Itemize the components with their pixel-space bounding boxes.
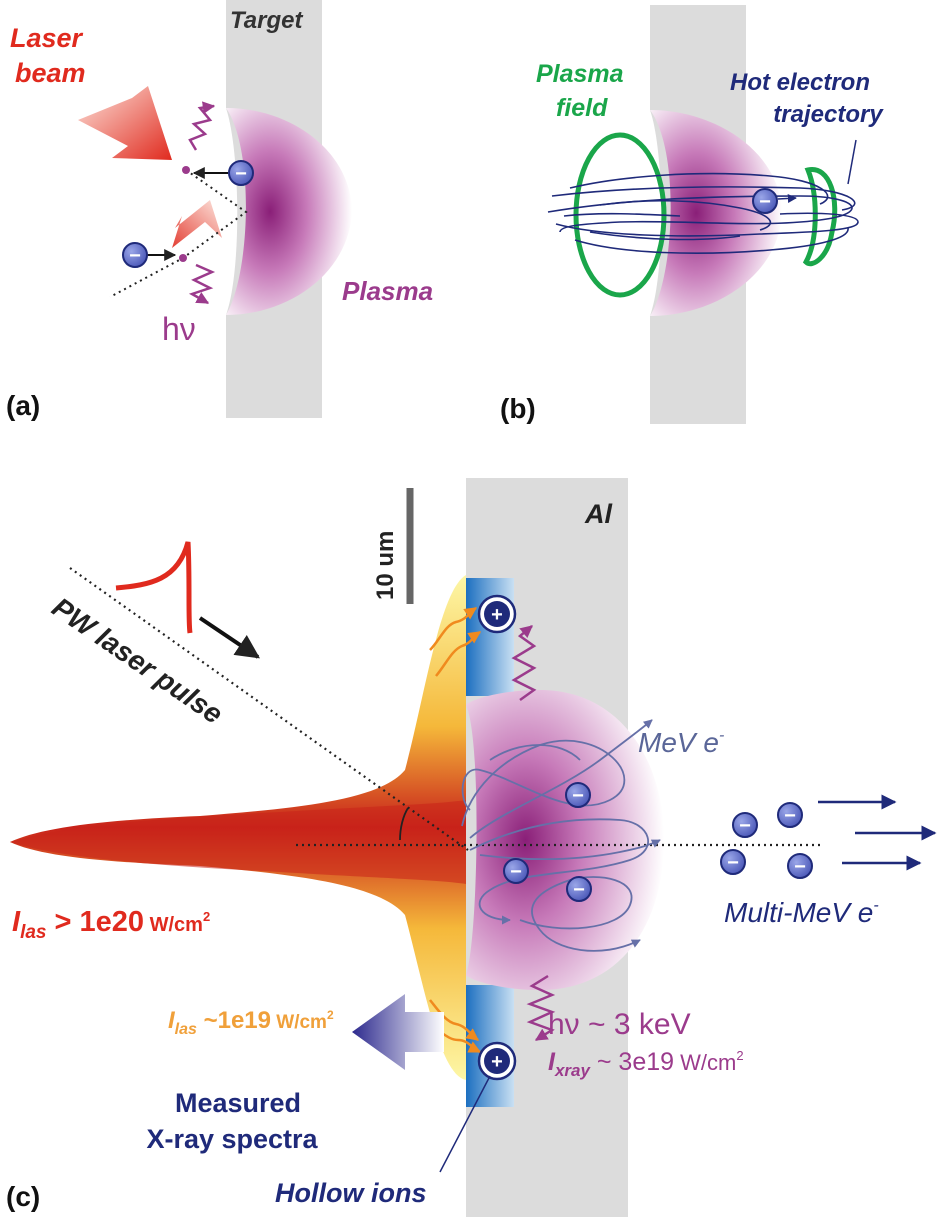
photon-energy-label: hν ~ 3 keV [548,1008,691,1041]
reflection-path [109,169,248,298]
electron-c6: − [720,849,746,875]
svg-text:−: − [784,805,796,827]
photon-wave-c2 [526,974,556,1042]
electron-c4: − [732,812,758,838]
hot-electron-line1: Hot electron [730,69,870,96]
measured-label-line1: Measured [175,1088,301,1118]
laser-label-line1: Laser [10,23,84,53]
svg-text:+: + [491,604,503,626]
hollow-ion-bottom: + [477,1041,517,1081]
plasma-label: Plasma [342,276,433,306]
svg-text:+: + [491,1051,503,1073]
xray-spectra-arrow [352,994,444,1070]
svg-text:−: − [739,815,751,837]
photon-wave-c1 [511,625,537,702]
incidence-angle-arc [399,807,409,841]
panel-c-tag: (c) [6,1181,40,1212]
electron-b1: − [752,188,778,214]
multi-mev-electron-label: Multi-MeV e- [724,897,879,928]
electron-c1: − [565,782,591,808]
svg-text:−: − [572,785,584,807]
high-intensity-label: Ilas > 1e20 W/cm2 [12,906,210,943]
xray-intensity-label: Ixray ~ 3e19 W/cm2 [548,1048,744,1080]
measured-label-line2: X-ray spectra [146,1124,318,1154]
material-label: Al [584,499,612,529]
panel-a-tag: (a) [6,390,40,421]
photon-wave-orange-top [429,606,478,651]
interaction-point-1 [182,166,190,174]
svg-text:−: − [235,163,247,185]
plasma-field-line2: field [556,94,608,122]
plasma-field-line1: Plasma [536,60,624,88]
svg-text:−: − [727,852,739,874]
plasma-bulb-a [226,108,352,315]
svg-text:−: − [129,245,141,267]
electron-a2: − [122,242,148,268]
interaction-point-2 [179,254,187,262]
pulse-direction-arrow [198,616,260,659]
laser-arrow-in [78,86,172,160]
hollow-ions-pointer [439,1075,491,1173]
beam-core [10,800,466,884]
crater-a [226,108,238,315]
laser-arrow-out [172,200,222,248]
photon-wave-orange-top2 [435,630,482,677]
panel-c: 10 um Al PW laser pulse − − − [6,478,937,1217]
pulse-shape-icon [115,541,193,634]
panel-b-tag: (b) [500,393,536,424]
svg-text:−: − [510,861,522,883]
photon-label-a: hν [162,311,196,347]
pulse-label: PW laser pulse [47,591,229,729]
electron-a1: − [228,160,254,186]
electron-c7: − [787,853,813,879]
electron-c5: − [777,802,803,828]
hollow-ions-label: Hollow ions [275,1178,427,1208]
scale-label: 10 um [372,531,399,600]
laser-label-line2: beam [15,58,86,88]
electron-c2: − [503,858,529,884]
mev-electron-label: MeV e- [638,727,724,758]
panel-a: Target Laser beam − − hν Plasma (a) [6,0,433,421]
hot-electron-trajectory [547,172,859,254]
svg-text:−: − [759,191,771,213]
panel-b: − Plasma field Hot electron trajectory (… [500,5,884,424]
hot-electron-line2: trajectory [773,101,884,128]
incidence-line [69,567,469,851]
electron-c3: − [566,876,592,902]
plasma-sphere-c [466,690,664,990]
electron-b1-arrow [777,193,797,203]
target-label: Target [230,7,303,34]
low-intensity-label: Ilas ~1e19 W/cm2 [168,1007,334,1038]
svg-text:−: − [573,879,585,901]
hollow-ion-top: + [477,594,517,634]
photon-wave-a2 [188,263,216,305]
plasma-bulb-b [650,110,782,316]
trajectory-pointer [847,139,857,185]
photon-wave-a1 [188,101,216,151]
photon-wave-orange-bottom [429,999,479,1041]
svg-text:−: − [794,856,806,878]
